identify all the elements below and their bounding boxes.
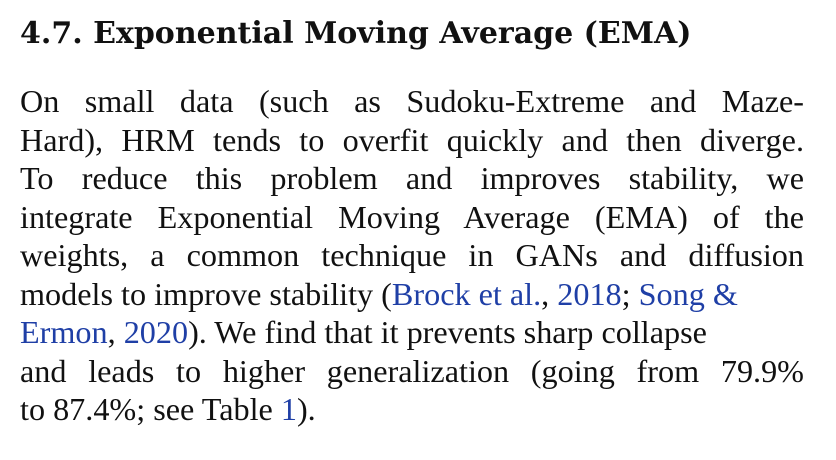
citation-separator: , (107, 314, 124, 350)
paragraph-line-6: models to improve stability (Brock et al… (20, 275, 804, 314)
paragraph-text: to 87.4%; see Table (20, 391, 281, 427)
paragraph-line-4: integrate Exponential Moving Average (EM… (20, 198, 804, 235)
citation-song-year-link[interactable]: 2020 (123, 314, 189, 350)
paper-section: 4.7. Exponential Moving Average (EMA) On… (20, 12, 804, 429)
paragraph-line-2: Hard), HRM tends to overfit quickly and … (20, 121, 804, 158)
paragraph-line-3: To reduce this problem and improves stab… (20, 160, 804, 196)
paragraph-line-7: Ermon, 2020). We find that it prevents s… (20, 313, 804, 352)
section-heading: 4.7. Exponential Moving Average (EMA) (20, 16, 692, 51)
citation-song-authors-link[interactable]: Song & (638, 275, 738, 312)
citation-song-authors-link-cont[interactable]: Ermon (20, 314, 108, 350)
section-paragraph: On small data (such as Sudoku-Extreme an… (20, 82, 804, 429)
paragraph-text: models to improve stability ( (20, 275, 392, 312)
paragraph-text: ). (296, 391, 316, 427)
paragraph-line-8: and leads to higher generalization (goin… (20, 352, 804, 389)
paragraph-text: ). We find that it prevents sharp collap… (188, 314, 707, 350)
citation-brock-year-link[interactable]: 2018 (557, 275, 622, 312)
paragraph-line-9: to 87.4%; see Table 1). (20, 390, 804, 429)
citation-brock-authors-link[interactable]: Brock et al. (391, 275, 542, 312)
paragraph-line-1: On small data (such as Sudoku-Extreme an… (20, 83, 804, 119)
table-reference-link[interactable]: 1 (280, 391, 297, 427)
citation-separator: , (541, 275, 558, 312)
paragraph-line-5: weights, a common technique in GANs and … (20, 237, 804, 273)
citation-separator: ; (621, 275, 639, 312)
